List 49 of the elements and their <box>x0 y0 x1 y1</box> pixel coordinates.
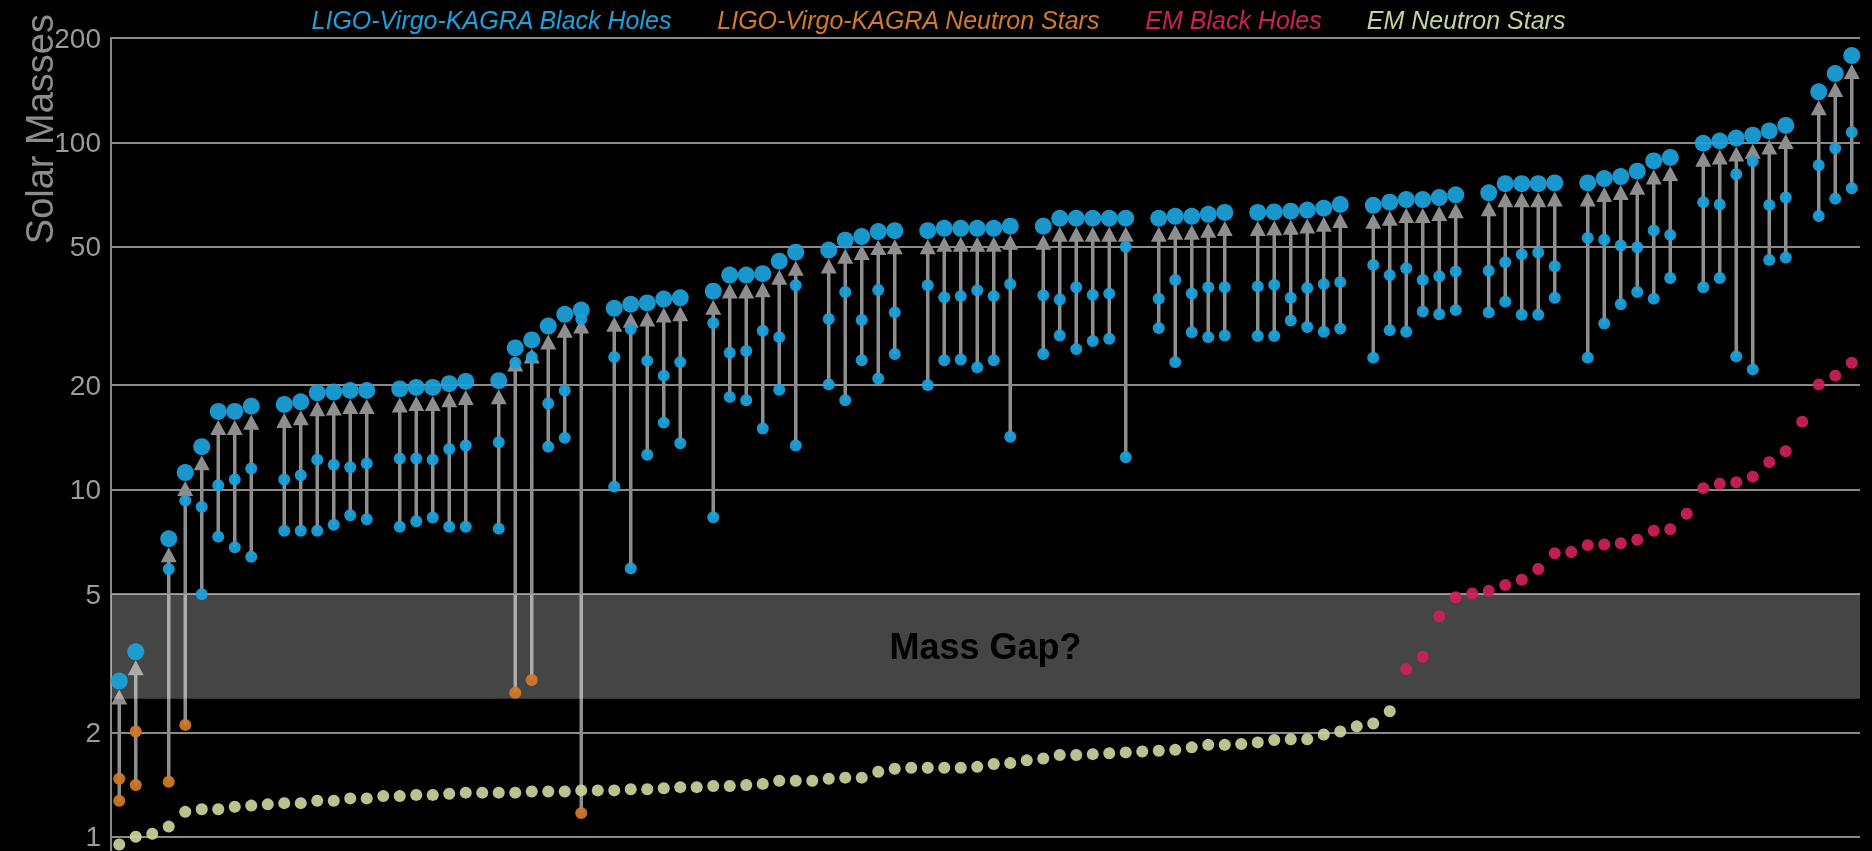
point <box>1796 415 1809 428</box>
point <box>525 673 538 686</box>
point <box>1416 650 1429 663</box>
point <box>1812 378 1825 391</box>
point <box>129 725 142 738</box>
point <box>129 778 142 791</box>
band-label: Mass Gap? <box>889 625 1082 667</box>
point <box>1433 610 1446 623</box>
point <box>509 686 522 699</box>
point <box>1697 482 1710 495</box>
point <box>1581 539 1594 552</box>
point <box>1829 369 1842 382</box>
text: EM Neutron Stars <box>1366 5 1566 34</box>
point <box>1614 537 1627 550</box>
y-tick-label: 5 <box>85 578 101 610</box>
point <box>1779 445 1792 458</box>
point <box>162 775 175 788</box>
point <box>1647 524 1660 537</box>
y-tick-label: 20 <box>69 369 101 401</box>
point <box>1598 538 1611 551</box>
point <box>575 807 588 820</box>
point <box>113 772 126 785</box>
y-tick-label: 10 <box>69 474 101 506</box>
point <box>1532 562 1545 575</box>
y-tick-label: 200 <box>54 22 101 54</box>
point <box>1515 573 1528 586</box>
text: LIGO-Virgo-KAGRA Black Holes <box>311 5 672 34</box>
point <box>1713 477 1726 490</box>
point <box>1746 470 1759 483</box>
point <box>1449 591 1462 604</box>
point <box>1499 579 1512 592</box>
point <box>113 794 126 807</box>
point <box>1548 547 1561 560</box>
y-tick-label: 50 <box>69 231 101 263</box>
text: LIGO-Virgo-KAGRA Neutron Stars <box>717 5 1100 34</box>
text: EM Black Holes <box>1145 5 1322 34</box>
point <box>1730 476 1743 489</box>
point <box>1845 356 1858 369</box>
y-tick-label: 1 <box>85 821 101 851</box>
point <box>1482 584 1495 597</box>
point <box>1664 523 1677 536</box>
point <box>1631 533 1644 546</box>
y-tick-label: 2 <box>85 716 101 748</box>
point <box>1400 663 1413 676</box>
point <box>1466 587 1479 600</box>
point <box>1680 507 1693 520</box>
point <box>179 718 192 731</box>
point <box>1565 546 1578 559</box>
point <box>1763 456 1776 469</box>
